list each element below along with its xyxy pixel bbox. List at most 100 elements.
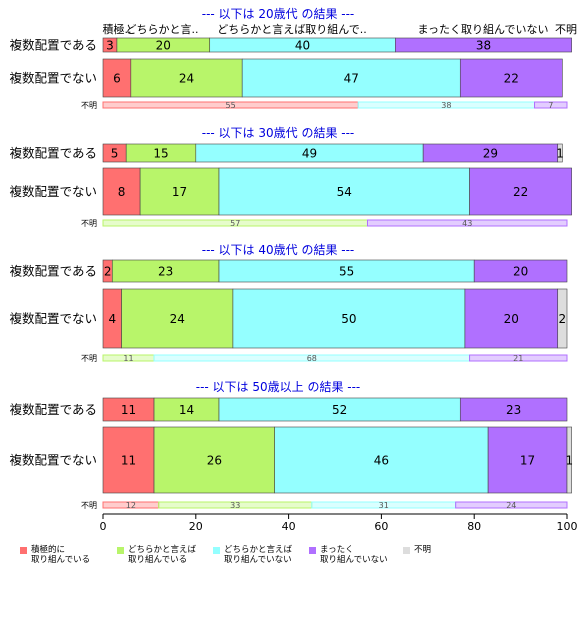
unknown-label: 不明 bbox=[81, 501, 97, 510]
x-axis-tick-label: 20 bbox=[189, 520, 203, 533]
bar-value-label: 52 bbox=[332, 403, 347, 417]
bar-value-label: 11 bbox=[121, 403, 136, 417]
bar-value-label: 20 bbox=[513, 265, 528, 279]
bar-value-label: 49 bbox=[302, 147, 317, 161]
unknown-segment bbox=[469, 354, 568, 362]
unknown-value-label: 12 bbox=[126, 501, 136, 510]
unknown-value-label: 24 bbox=[506, 501, 516, 510]
unknown-value-label: 57 bbox=[230, 219, 240, 228]
bar-value-label: 1 bbox=[565, 454, 573, 468]
bar-segment bbox=[130, 58, 243, 98]
bar-value-label: 20 bbox=[156, 39, 171, 53]
bar-value-label: 23 bbox=[158, 265, 173, 279]
legend-swatch bbox=[117, 547, 124, 554]
unknown-label: 不明 bbox=[81, 101, 97, 110]
bar-segment bbox=[464, 288, 559, 349]
unknown-value-label: 11 bbox=[123, 354, 133, 363]
legend-swatch bbox=[309, 547, 316, 554]
row-label: 複数配置である bbox=[10, 38, 97, 53]
bar-segment bbox=[473, 259, 568, 283]
unknown-value-label: 31 bbox=[379, 501, 389, 510]
bar-value-label: 2 bbox=[104, 265, 112, 279]
legend-label: 取り組んでいる bbox=[128, 554, 187, 565]
legend-label: 積極的に bbox=[31, 544, 65, 555]
header-label: まったく取り組んでいない bbox=[417, 23, 548, 36]
legend-label: 取り組んでいない bbox=[320, 554, 388, 565]
unknown-value-label: 68 bbox=[307, 354, 317, 363]
legend-label: どちらかと言えば bbox=[128, 544, 197, 555]
bar-value-label: 15 bbox=[153, 147, 168, 161]
bar-value-label: 5 bbox=[111, 147, 119, 161]
unknown-segment bbox=[366, 219, 568, 227]
bar-value-label: 17 bbox=[172, 185, 187, 199]
row-label: 複数配置である bbox=[10, 146, 97, 161]
unknown-value-label: 38 bbox=[441, 101, 451, 110]
unknown-segment bbox=[455, 501, 568, 509]
x-axis-tick-label: 60 bbox=[374, 520, 388, 533]
bar-segment bbox=[274, 426, 489, 494]
bar-value-label: 26 bbox=[207, 454, 222, 468]
bar-segment bbox=[459, 58, 563, 98]
bar-segment bbox=[469, 167, 572, 216]
bar-value-label: 22 bbox=[513, 185, 528, 199]
bar-value-label: 1 bbox=[556, 147, 564, 161]
row-label: 複数配置である bbox=[10, 402, 97, 417]
bar-segment bbox=[395, 37, 572, 53]
bar-value-label: 23 bbox=[506, 403, 521, 417]
panel-title: --- 以下は 40歳代 の結果 --- bbox=[202, 243, 355, 257]
bar-value-label: 22 bbox=[504, 72, 519, 86]
x-axis-tick-label: 0 bbox=[100, 520, 107, 533]
bar-value-label: 54 bbox=[337, 185, 352, 199]
bar-segment bbox=[241, 58, 461, 98]
bar-value-label: 11 bbox=[121, 454, 136, 468]
bar-segment bbox=[102, 58, 132, 98]
unknown-value-label: 43 bbox=[462, 219, 472, 228]
row-label: 複数配置でない bbox=[9, 184, 97, 199]
legend-label: どちらかと言えば bbox=[224, 544, 293, 555]
legend-label: 不明 bbox=[414, 545, 431, 555]
x-axis-tick-label: 100 bbox=[557, 520, 578, 533]
header-label: 積極.. bbox=[103, 22, 132, 36]
header-label: どちらかと言.. bbox=[126, 23, 199, 36]
bar-value-label: 40 bbox=[295, 39, 310, 53]
panel-title: --- 以下は 20歳代 の結果 --- bbox=[202, 7, 355, 21]
bar-value-label: 17 bbox=[520, 454, 535, 468]
bar-value-label: 20 bbox=[504, 312, 519, 326]
row-label: 複数配置である bbox=[10, 264, 97, 279]
bar-value-label: 29 bbox=[483, 147, 498, 161]
legend-swatch bbox=[213, 547, 220, 554]
bar-value-label: 46 bbox=[374, 454, 389, 468]
legend-label: 取り組んでいない bbox=[224, 554, 292, 565]
bar-segment bbox=[232, 288, 466, 349]
row-label: 複数配置でない bbox=[9, 71, 97, 86]
bar-value-label: 2 bbox=[559, 312, 567, 326]
bar-value-label: 50 bbox=[341, 312, 356, 326]
panel-title: --- 以下は 50歳以上 の結果 --- bbox=[196, 380, 361, 394]
row-label: 複数配置でない bbox=[9, 453, 97, 468]
unknown-value-label: 21 bbox=[513, 354, 523, 363]
unknown-label: 不明 bbox=[81, 219, 97, 228]
legend-label: 取り組んでいる bbox=[31, 554, 90, 565]
bar-segment bbox=[218, 167, 470, 216]
unknown-value-label: 55 bbox=[226, 101, 236, 110]
header-label: どちらかと言えば取り組んで.. bbox=[217, 23, 366, 36]
x-axis-tick-label: 80 bbox=[467, 520, 481, 533]
bar-segment bbox=[566, 426, 572, 494]
bar-value-label: 4 bbox=[108, 312, 116, 326]
bar-value-label: 14 bbox=[179, 403, 194, 417]
unknown-value-label: 33 bbox=[230, 501, 240, 510]
panel-title: --- 以下は 30歳代 の結果 --- bbox=[202, 126, 355, 140]
bar-segment bbox=[459, 397, 568, 422]
bar-value-label: 24 bbox=[170, 312, 185, 326]
bar-value-label: 3 bbox=[106, 39, 114, 53]
bar-value-label: 38 bbox=[476, 39, 491, 53]
unknown-label: 不明 bbox=[81, 354, 97, 363]
row-label: 複数配置でない bbox=[9, 311, 97, 326]
bar-segment bbox=[487, 426, 568, 494]
legend-label: まったく bbox=[320, 545, 354, 555]
bar-segment bbox=[557, 288, 568, 349]
bar-value-label: 24 bbox=[179, 72, 194, 86]
unknown-value-label: 7 bbox=[548, 101, 553, 110]
bar-value-label: 8 bbox=[118, 185, 126, 199]
